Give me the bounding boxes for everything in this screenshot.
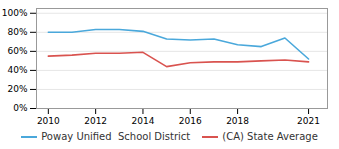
svg-text:2012: 2012 [84, 116, 107, 126]
svg-text:40%: 40% [7, 65, 27, 75]
svg-text:2010: 2010 [37, 116, 60, 126]
svg-text:80%: 80% [7, 27, 27, 37]
html-text:Poway Unified School District: Poway Unified School District [41, 131, 191, 142]
svg-text:100%: 100% [2, 8, 28, 18]
svg-text:2016: 2016 [179, 116, 202, 126]
svg-text:2014: 2014 [132, 116, 155, 126]
svg-text:2018: 2018 [226, 116, 249, 126]
svg-text:20%: 20% [7, 84, 27, 94]
svg-text:60%: 60% [7, 46, 27, 56]
html-text:(CA) State Average: (CA) State Average [222, 131, 318, 142]
svg-text:0%: 0% [13, 103, 28, 113]
svg-text:2021: 2021 [297, 116, 320, 126]
